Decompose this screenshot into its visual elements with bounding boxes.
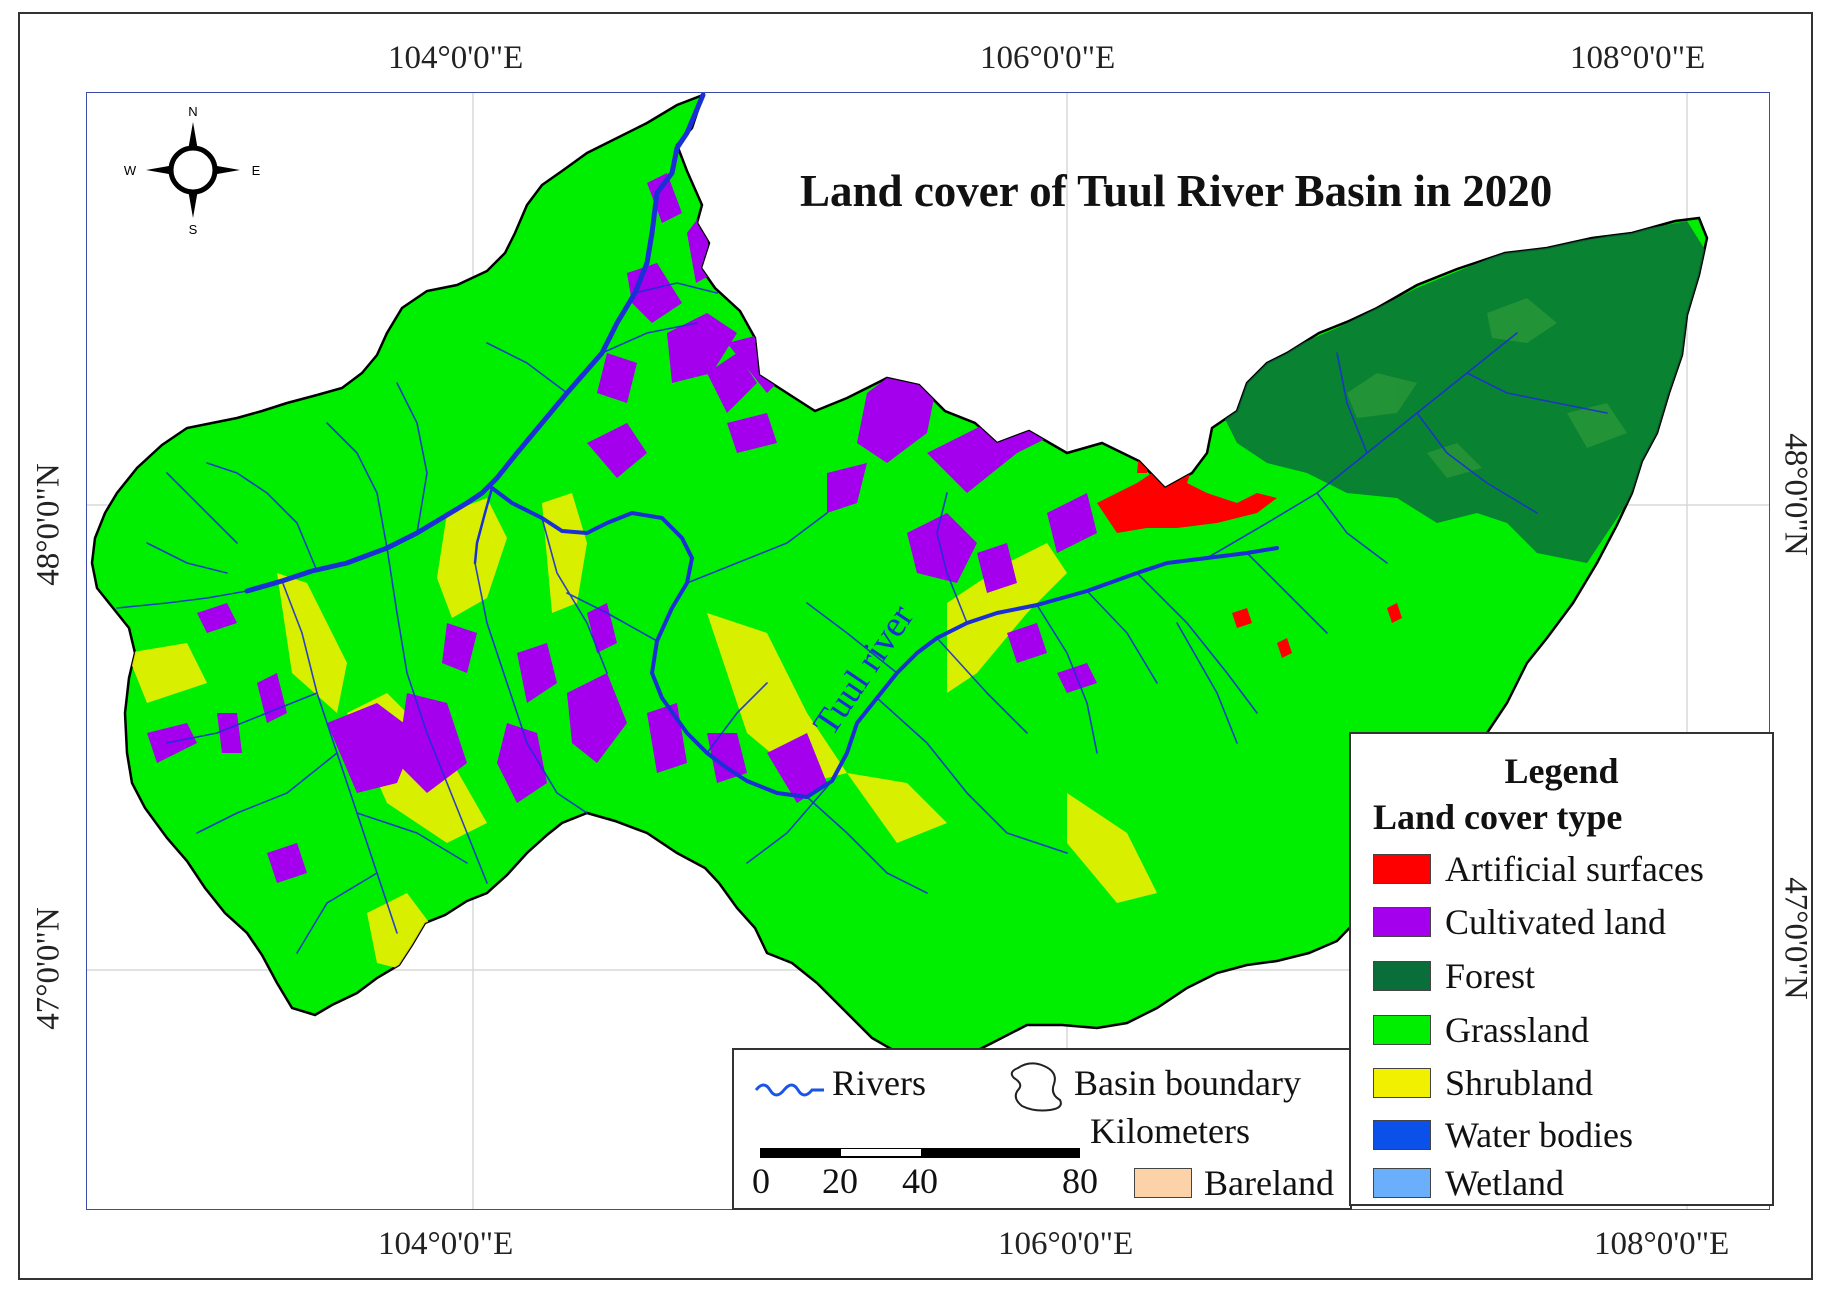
legend-item-label: Cultivated land [1445, 902, 1666, 942]
map-title: Land cover of Tuul River Basin in 2020 [800, 166, 1553, 216]
legend-item-label: Water bodies [1445, 1115, 1634, 1155]
bottom-lon-label-1: 104°0'0"E [378, 1226, 514, 1262]
land-cover-legend: Legend Land cover type Artificial surfac… [1349, 732, 1774, 1206]
grassland-swatch [1373, 1015, 1431, 1045]
legend-item-label: Artificial surfaces [1445, 849, 1704, 889]
left-lat-label-48: 48°0'0"N [30, 463, 67, 586]
artificial-surfaces-swatch [1373, 854, 1431, 884]
wetland-swatch [1373, 1168, 1431, 1198]
scalebar [760, 1148, 1080, 1158]
main-river-north [244, 93, 706, 594]
legend-item-label: Forest [1445, 956, 1535, 996]
bottom-lon-label-2: 106°0'0"E [998, 1226, 1134, 1262]
compass-n-label: N [188, 104, 197, 119]
compass-e-label: E [252, 163, 261, 178]
compass-w-label: W [124, 163, 137, 178]
legend-item-label: Grassland [1445, 1010, 1589, 1050]
water-bodies-swatch [1373, 1120, 1431, 1150]
top-lon-label-1: 104°0'0"E [388, 40, 524, 76]
map-elements-box: Rivers Basin boundary Kilometers 0 20 40… [732, 1048, 1352, 1210]
right-lat-label-48: 48°0'0"N [1777, 433, 1814, 556]
cultivated-land-swatch [1373, 907, 1431, 937]
bareland-swatch [1134, 1168, 1192, 1198]
scalebar-unit-label: Kilometers [1090, 1111, 1250, 1151]
scalebar-tick-80: 80 [1062, 1161, 1098, 1201]
left-lat-label-47: 47°0'0"N [30, 907, 67, 1030]
rivers-legend-label: Rivers [832, 1063, 926, 1103]
bottom-lon-label-3: 108°0'0"E [1594, 1226, 1730, 1262]
right-lat-label-47: 47°0'0"N [1777, 877, 1814, 1000]
legend-subheading: Land cover type [1373, 797, 1623, 837]
scalebar-tick-0: 0 [752, 1161, 770, 1201]
rivers-legend-icon [752, 1068, 826, 1108]
legend-heading: Legend [1504, 751, 1619, 791]
land-cover-patches [127, 173, 1707, 973]
forest-swatch [1373, 961, 1431, 991]
map-data-frame: Tuul river [86, 92, 1770, 1210]
forest-area [1217, 221, 1707, 563]
shrubland-swatch [1373, 1068, 1431, 1098]
basin-boundary-legend-label: Basin boundary [1074, 1063, 1301, 1103]
compass-s-label: S [189, 222, 198, 237]
north-arrow-compass-icon: N S W E [118, 100, 268, 240]
scalebar-tick-40: 40 [902, 1161, 938, 1201]
land-cover-map: Tuul river [87, 93, 1769, 1209]
top-lon-label-3: 108°0'0"E [1570, 40, 1706, 76]
scalebar-tick-20: 20 [822, 1161, 858, 1201]
top-lon-label-2: 106°0'0"E [980, 40, 1116, 76]
legend-item-label: Wetland [1445, 1163, 1565, 1203]
legend-item-label: Shrubland [1445, 1063, 1593, 1103]
river-network [116, 93, 1608, 954]
bareland-legend-label: Bareland [1204, 1163, 1334, 1203]
basin-boundary-legend-icon [1006, 1058, 1066, 1114]
